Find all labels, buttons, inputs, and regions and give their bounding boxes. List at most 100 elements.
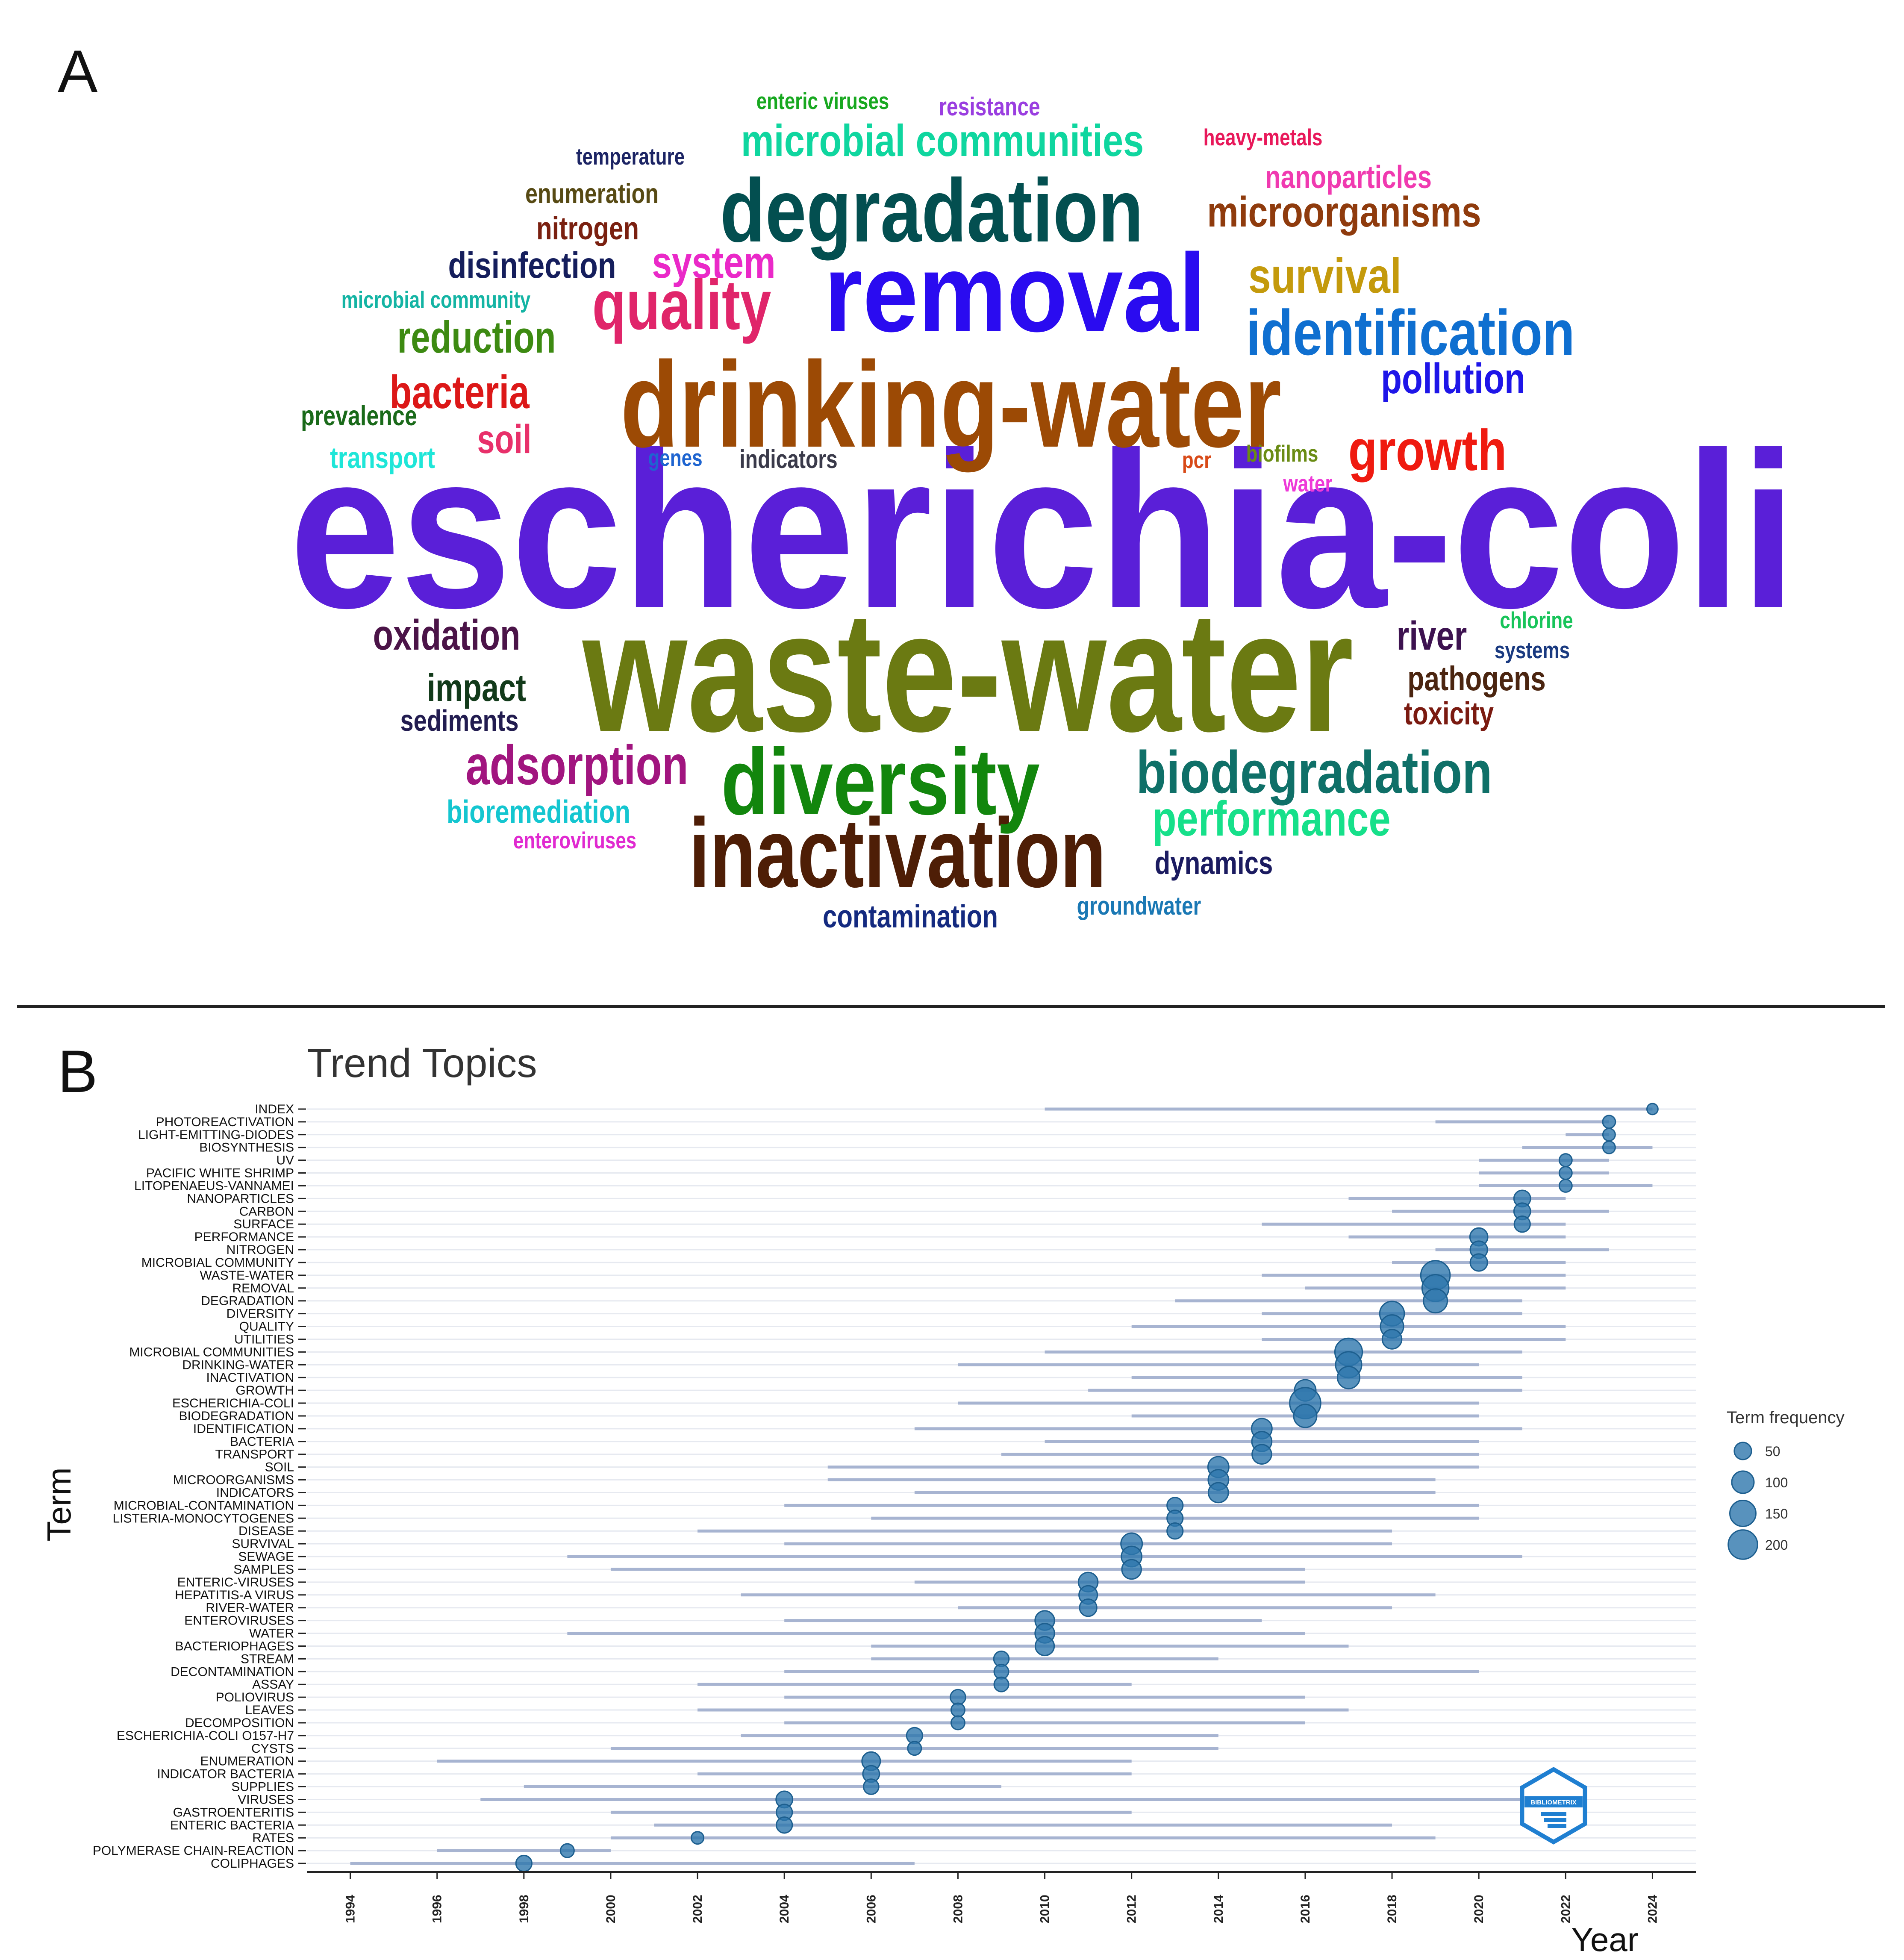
cloud-word: biodegradation [1136,739,1492,806]
cloud-word: diversity [721,729,1040,834]
term-label: PERFORMANCE [194,1230,294,1244]
cloud-word: waste-water [580,577,1354,768]
logo-bar [1541,1812,1566,1816]
cloud-word: enumeration [525,179,659,209]
cloud-word: biofilms [1246,440,1318,467]
x-tick-label: 2000 [604,1895,618,1923]
cloud-word: bioremediation [447,795,630,830]
trend-topics-chart: Trend Topics INDEXPHOTOREACTIVATIONLIGHT… [40,1041,1845,1958]
term-label: ESCHERICHIA-COLI [172,1396,294,1410]
term-label: SURVIVAL [232,1537,294,1551]
cloud-word: impact [427,666,526,709]
cloud-word: systems [1495,637,1570,663]
trend-point [907,1741,922,1756]
trend-point [1423,1288,1448,1314]
cloud-word: identification [1246,297,1574,369]
term-label: DIVERSITY [227,1307,294,1321]
trend-point [515,1854,533,1872]
cloud-word: growth [1348,418,1507,483]
cloud-word: resistance [939,92,1040,121]
trend-point [1558,1179,1573,1193]
term-label: SAMPLES [233,1563,294,1577]
cloud-word: removal [824,231,1206,355]
trend-point [1079,1598,1098,1617]
cloud-word: toxicity [1404,696,1494,732]
term-label: BIODEGRADATION [179,1409,294,1423]
range-lines [350,1107,1653,1865]
cloud-word: groundwater [1077,892,1201,920]
term-label: RIVER-WATER [206,1601,294,1615]
term-label: WASTE-WATER [200,1268,294,1283]
term-label: INACTIVATION [206,1371,294,1385]
cloud-word: drinking-water [621,337,1282,473]
cloud-word: contamination [823,899,998,935]
x-tick-label: 2014 [1212,1895,1226,1923]
trend-point [1602,1140,1616,1154]
cloud-word: soil [477,417,532,462]
term-label: ENUMERATION [200,1754,294,1769]
trend-point [776,1816,793,1834]
cloud-word: genes [648,444,702,471]
x-tick-label: 1994 [344,1895,358,1923]
chart-title: Trend Topics [307,1041,537,1086]
cloud-word: nanoparticles [1265,160,1432,195]
cloud-word: quality [592,266,771,344]
legend-label: 200 [1765,1537,1788,1553]
term-label: BACTERIA [230,1435,294,1449]
legend-label: 50 [1765,1444,1780,1459]
legend-key [1733,1442,1752,1460]
term-label: INDEX [255,1102,294,1116]
cloud-word: dynamics [1155,846,1273,881]
x-tick-label: 2024 [1645,1895,1660,1923]
trend-point [1166,1522,1184,1540]
cloud-word: sediments [400,704,519,737]
trend-point [559,1843,575,1858]
term-label: CARBON [239,1204,294,1218]
x-tick-label: 2008 [951,1895,965,1923]
cloud-word: river [1397,613,1467,659]
term-label: QUALITY [239,1320,294,1334]
cloud-word: bacteria [389,366,530,418]
term-label: REMOVAL [232,1281,294,1295]
term-label: DRINKING-WATER [182,1358,294,1372]
term-label: NANOPARTICLES [187,1192,294,1206]
trend-point [950,1715,965,1730]
logo-text: BIBLIOMETRIX [1530,1799,1577,1806]
term-label: SOIL [265,1460,294,1474]
term-label: ENTEROVIRUSES [184,1614,294,1628]
cloud-word: microbial community [341,286,531,313]
term-label: ASSAY [252,1677,294,1692]
trend-point [993,1676,1009,1692]
term-label: VIRUSES [238,1792,294,1807]
term-label: DECOMPOSITION [185,1716,294,1730]
panel-b-label: B [58,1038,97,1105]
cloud-word: survival [1248,249,1401,303]
term-label: POLYMERASE CHAIN-REACTION [93,1844,294,1858]
x-axis: 1994 1996 1998 2000 2002 2004 2006 2008 2010 2012… [307,1871,1696,1923]
x-tick-label: 1996 [430,1895,444,1923]
trend-point [1034,1636,1055,1657]
term-label: PACIFIC WHITE SHRIMP [146,1166,294,1180]
term-label: ENTERIC-VIRUSES [177,1575,294,1589]
x-tick-label: 2006 [864,1895,878,1923]
trend-point [1293,1404,1318,1428]
trend-point [1337,1366,1360,1389]
term-label: PHOTOREACTIVATION [156,1115,294,1129]
legend-key [1729,1500,1757,1527]
legend-label: 100 [1765,1475,1788,1490]
trend-point [1121,1559,1142,1580]
term-label: GROWTH [235,1383,294,1398]
term-label: MICROBIAL-CONTAMINATION [114,1498,294,1513]
term-label: LEAVES [245,1703,294,1717]
logo-bar [1548,1824,1566,1828]
cloud-word: reduction [397,312,556,362]
trend-point [1251,1444,1272,1465]
term-labels: INDEXPHOTOREACTIVATIONLIGHT-EMITTING-DIO… [93,1102,306,1871]
term-label: MICROORGANISMS [173,1473,294,1487]
cloud-word: enteroviruses [513,827,637,853]
trend-point [1381,1329,1403,1350]
term-label: DECONTAMINATION [171,1665,294,1679]
logo-bar [1544,1818,1566,1822]
x-tick-label: 2002 [691,1895,705,1923]
